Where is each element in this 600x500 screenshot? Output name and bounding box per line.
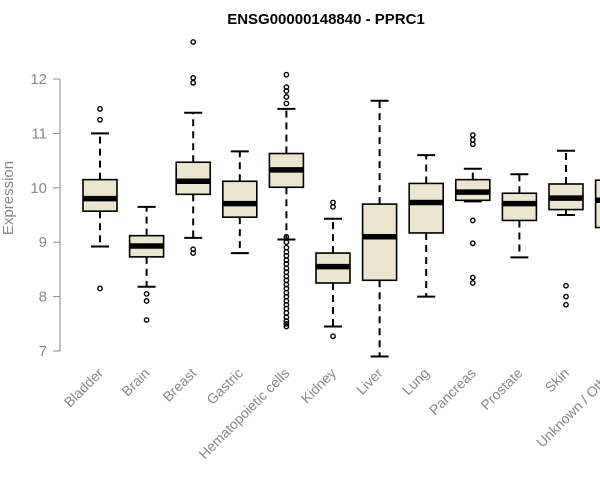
y-tick-label: 11	[31, 125, 47, 142]
x-tick-label: Brain	[118, 365, 152, 399]
box-breast	[175, 39, 211, 256]
outlier-point	[283, 320, 290, 327]
boxes-group	[82, 39, 600, 358]
y-tick-label: 8	[39, 289, 47, 306]
box-unknown-other	[594, 179, 600, 229]
outlier-point	[283, 84, 290, 91]
y-tick-label: 10	[30, 180, 47, 197]
y-tick-label: 12	[30, 71, 47, 88]
x-tick-label: Lung	[399, 365, 432, 398]
outlier-point	[143, 290, 150, 297]
box-skin	[548, 149, 584, 308]
outlier-point	[190, 75, 197, 81]
x-tick-label: Kidney	[298, 365, 340, 407]
iqr-box	[361, 203, 398, 282]
outlier-point	[469, 132, 476, 138]
outlier-point	[190, 246, 197, 253]
outlier-point	[563, 282, 569, 289]
iqr-box	[82, 178, 118, 212]
iqr-box	[594, 179, 600, 229]
outlier-point	[190, 39, 197, 45]
outlier-point	[283, 71, 290, 78]
outlier-point	[469, 274, 476, 281]
box-pancreas	[454, 132, 491, 286]
x-tick-label: Pancreas	[426, 365, 479, 418]
box-gastric	[222, 150, 258, 255]
outlier-point	[143, 317, 150, 323]
outlier-point	[97, 106, 103, 112]
outlier-point	[283, 100, 290, 107]
outlier-point	[283, 244, 290, 251]
x-tick-label: Prostate	[477, 365, 525, 413]
iqr-box	[408, 182, 445, 234]
outlier-point	[283, 233, 290, 240]
outlier-point	[469, 240, 476, 247]
outlier-point	[563, 301, 569, 308]
iqr-box	[222, 180, 258, 218]
iqr-box	[501, 192, 538, 222]
y-axis-label: Expression	[0, 161, 17, 235]
box-lung	[408, 154, 445, 298]
box-prostate	[501, 173, 538, 259]
outlier-point	[283, 239, 290, 246]
outlier-point	[469, 137, 476, 143]
outlier-point	[563, 293, 569, 300]
outlier-point	[469, 217, 476, 224]
outlier-point	[190, 79, 197, 86]
outlier-point	[469, 280, 476, 286]
x-tick-label: Skin	[542, 365, 573, 396]
iqr-box	[175, 161, 211, 196]
x-tick-label: Liver	[353, 365, 386, 398]
outlier-point	[283, 323, 290, 330]
y-tick-label: 9	[39, 234, 47, 251]
chart-title: ENSG00000148840 - PPRC1	[227, 11, 425, 28]
y-tick-label: 7	[39, 343, 47, 360]
outlier-point	[330, 199, 336, 206]
x-tick-label: Gastric	[203, 365, 246, 408]
outlier-point	[143, 298, 150, 304]
box-liver	[361, 99, 398, 358]
outlier-point	[330, 333, 336, 340]
x-tick-label: Hematopoietic cells	[195, 365, 292, 462]
y-axis: 7 8 9 10 11 12	[30, 71, 61, 360]
x-tick-label: Breast	[159, 365, 199, 405]
box-bladder	[82, 106, 118, 292]
outlier-point	[283, 94, 290, 100]
box-hematopoietic-cells	[268, 71, 305, 330]
box-kidney	[315, 199, 351, 340]
outlier-point	[97, 116, 103, 123]
outlier-point	[97, 285, 103, 292]
box-brain	[128, 205, 165, 323]
x-tick-label: Bladder	[61, 365, 107, 411]
